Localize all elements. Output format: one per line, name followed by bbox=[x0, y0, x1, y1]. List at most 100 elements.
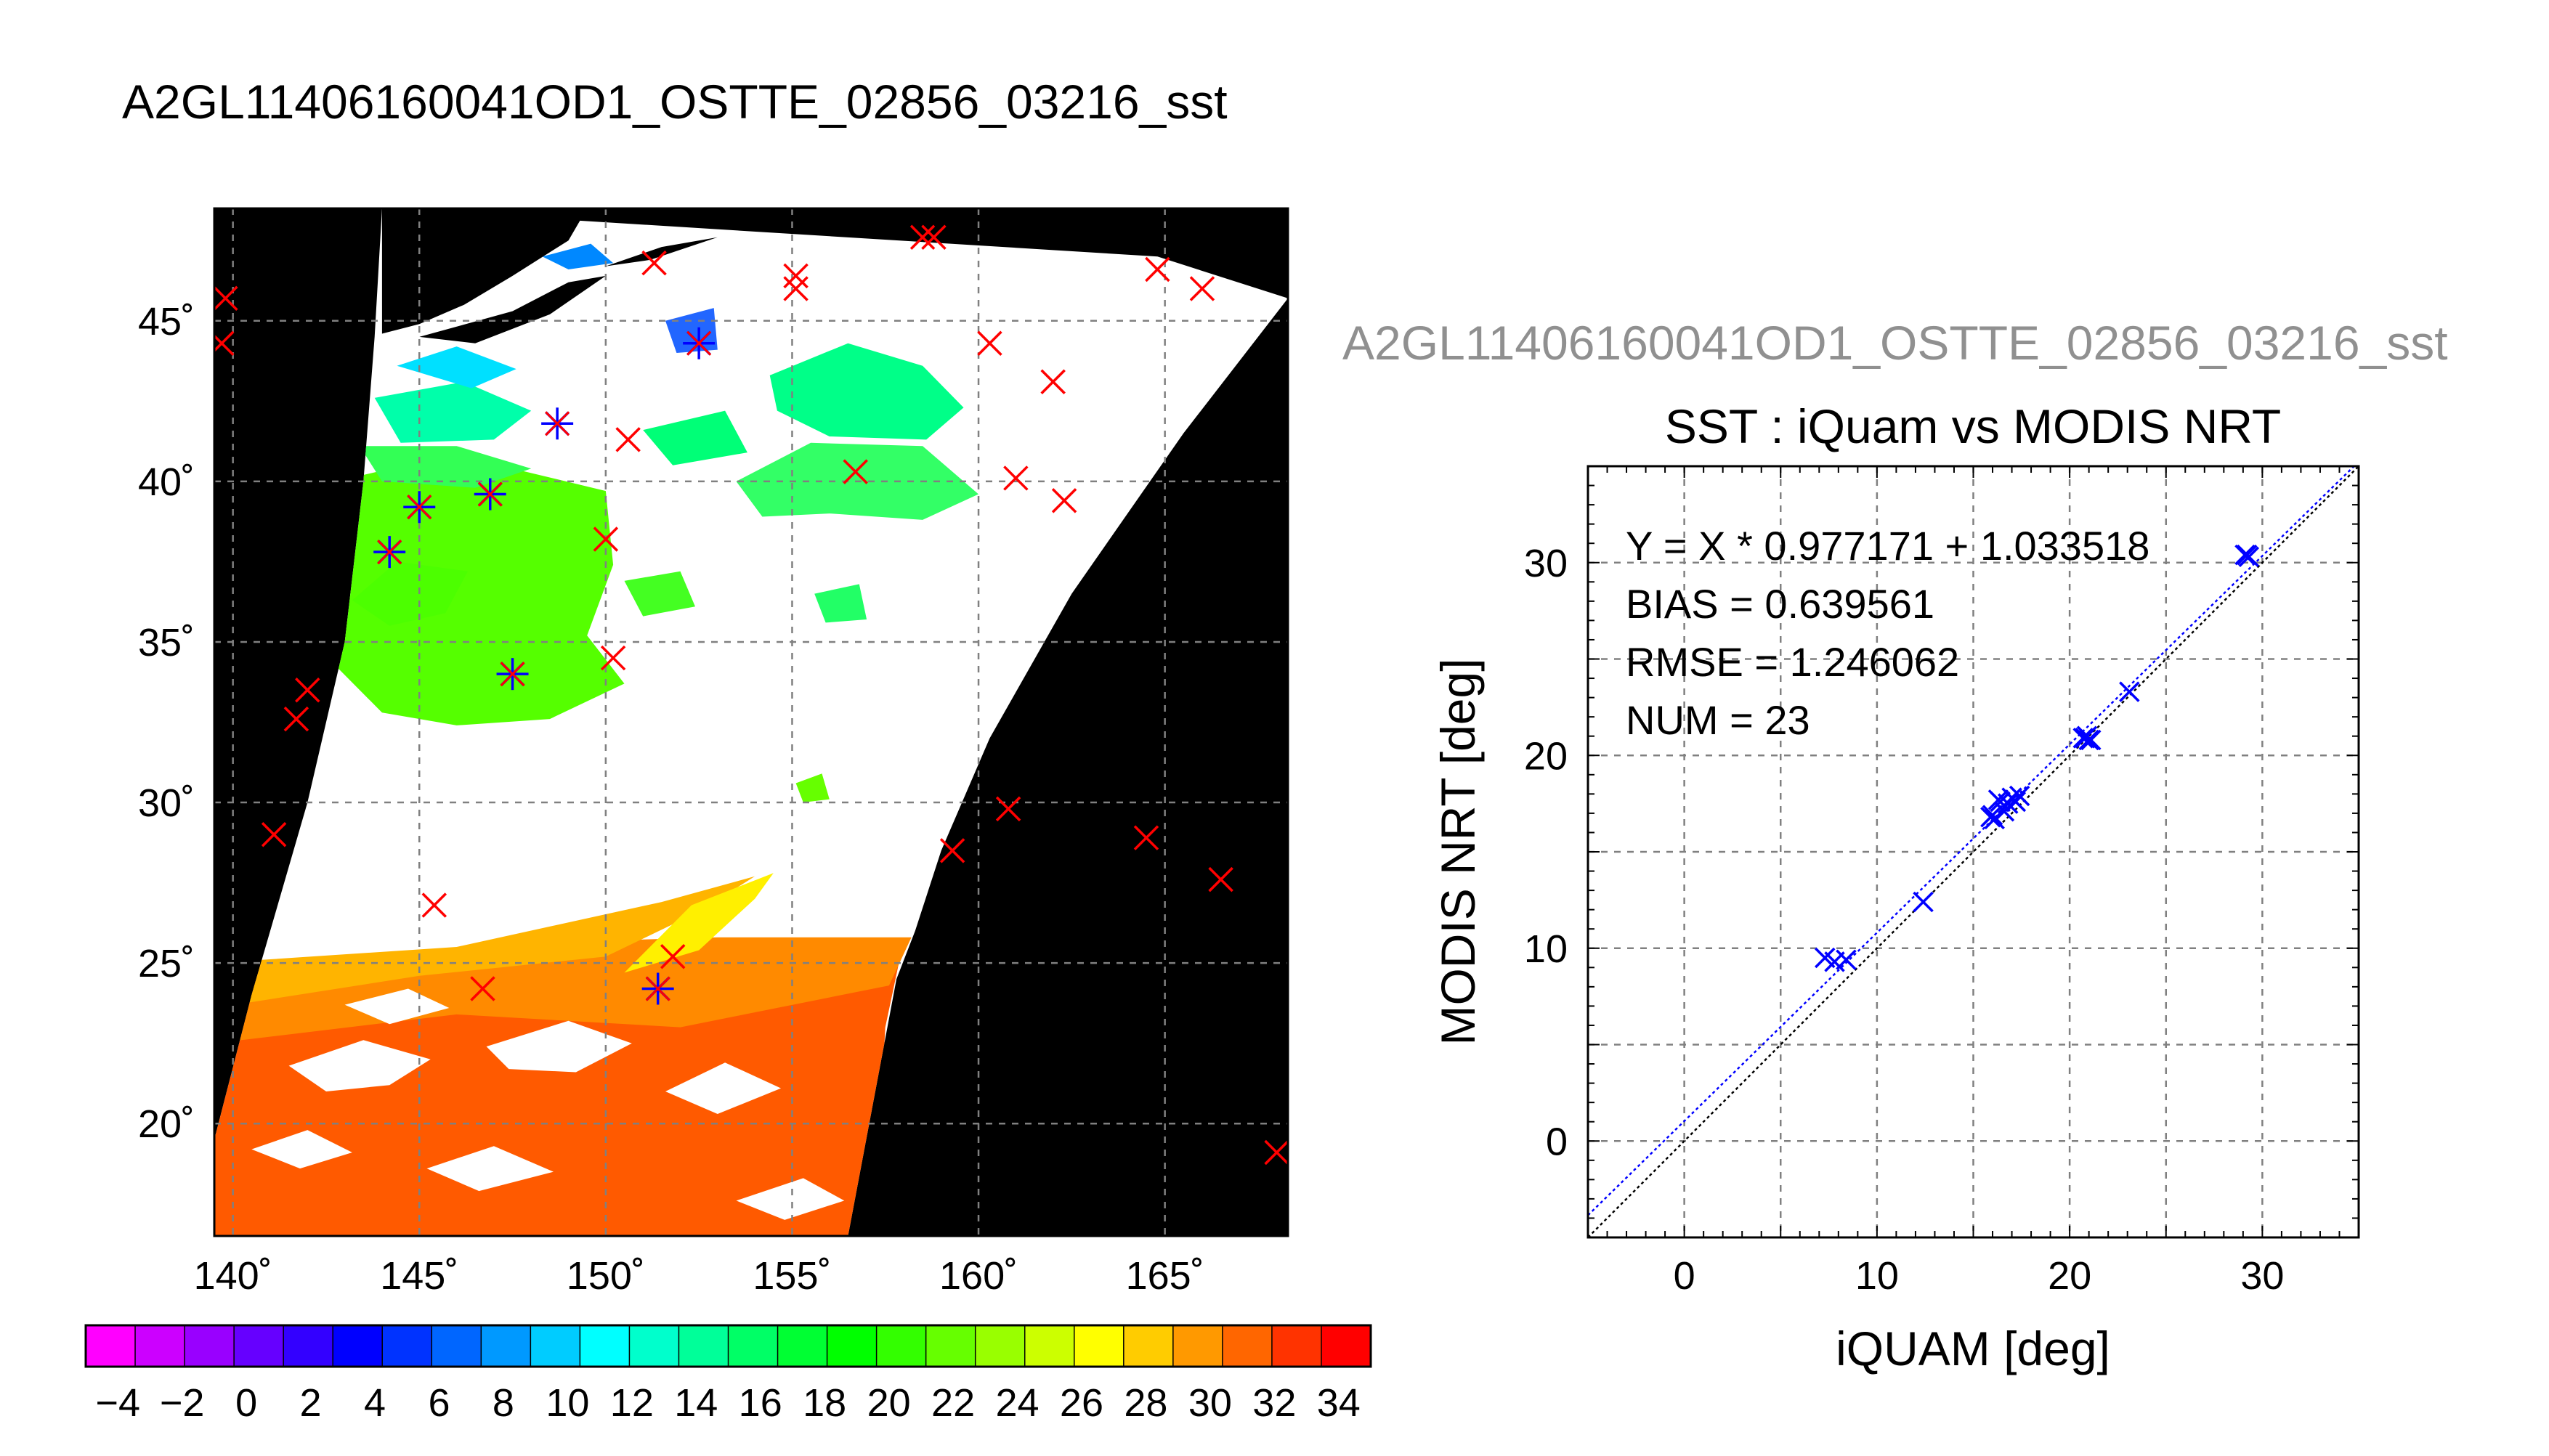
colorbar-tick-label: 34 bbox=[1317, 1381, 1361, 1425]
matchup-marker-stroke-b bbox=[660, 944, 686, 969]
matchup-marker-stroke-b bbox=[593, 526, 619, 552]
colorbar-tick-label: 24 bbox=[995, 1381, 1039, 1425]
sst-region-11 bbox=[374, 381, 532, 443]
colorbar-cell bbox=[975, 1325, 1026, 1367]
scatter-y-tick-label: 20 bbox=[1524, 734, 1568, 778]
matchup-marker bbox=[295, 678, 320, 703]
map-title: A2GL11406160041OD1_OSTTE_02856_03216_sst bbox=[122, 75, 1228, 129]
scatter-x-axis-label: iQUAM [deg] bbox=[1836, 1322, 2110, 1375]
colorbar-tick-label: 30 bbox=[1188, 1381, 1232, 1425]
longitude-tick-label: 165˚ bbox=[1126, 1254, 1204, 1298]
colorbar-cell bbox=[678, 1325, 729, 1367]
scatter-point-stroke-b bbox=[1982, 805, 2003, 826]
scatter-y-tick-labels: 0 10 20 30 bbox=[1524, 542, 1568, 1164]
colorbar-cell bbox=[135, 1325, 185, 1367]
cloud-patch-1 bbox=[288, 1040, 431, 1091]
matchup-marker-stroke-b bbox=[615, 427, 641, 452]
matchup-marker bbox=[615, 427, 641, 452]
scatter-point-stroke-b bbox=[2119, 681, 2140, 702]
colorbar-cell bbox=[1024, 1325, 1075, 1367]
scatter-point bbox=[1987, 789, 2009, 810]
colorbar-tick-label: 20 bbox=[867, 1381, 911, 1425]
colorbar-tick-label: 32 bbox=[1252, 1381, 1296, 1425]
scatter-point bbox=[1836, 949, 1857, 970]
colorbar-cell bbox=[382, 1325, 432, 1367]
scatter-point bbox=[1984, 808, 2005, 830]
sst-region-12 bbox=[397, 346, 516, 389]
matchup-marker-stroke-b bbox=[995, 796, 1021, 822]
colorbar-tick-label: 26 bbox=[1060, 1381, 1103, 1425]
matchup-marker-stroke-b bbox=[1208, 866, 1233, 892]
used-matchup-marker bbox=[403, 491, 436, 524]
colorbar-cell bbox=[234, 1325, 284, 1367]
scatter-stat-line: Y = X * 0.977171 + 1.033518 bbox=[1626, 523, 2149, 569]
sst-region-3 bbox=[214, 876, 755, 1008]
scatter-point bbox=[2009, 785, 2030, 807]
scatter-point-stroke-b bbox=[2005, 791, 2027, 813]
scatter-point bbox=[2078, 729, 2099, 751]
latitude-tick-label: 30˚ bbox=[138, 781, 195, 825]
matchup-marker-stroke-b bbox=[783, 263, 809, 289]
colorbar-cell bbox=[580, 1325, 631, 1367]
longitude-tick-labels: 140˚ 145˚ 150˚ 155˚ 160˚ 165˚ bbox=[194, 1254, 1204, 1298]
used-matchup-marker bbox=[683, 327, 716, 359]
matchup-marker bbox=[1051, 488, 1077, 513]
sst-region-13 bbox=[542, 243, 614, 269]
sst-region-7 bbox=[352, 561, 468, 626]
scatter-point-stroke-b bbox=[1984, 808, 2005, 830]
colorbar-cell bbox=[431, 1325, 482, 1367]
matchup-marker bbox=[939, 838, 965, 863]
scatter-point-stroke-b bbox=[2236, 544, 2258, 566]
longitude-tick-label: 140˚ bbox=[194, 1254, 272, 1298]
land-mass-4 bbox=[739, 221, 763, 231]
colorbar-tick-label: 6 bbox=[428, 1381, 450, 1425]
matchup-marker bbox=[600, 645, 626, 671]
sst-region-18 bbox=[795, 773, 830, 802]
matchup-marker bbox=[470, 976, 495, 1001]
longitude-tick-label: 155˚ bbox=[753, 1254, 831, 1298]
matchup-marker bbox=[1208, 866, 1233, 892]
matchup-marker-stroke-b bbox=[421, 892, 447, 918]
matchup-marker-stroke-b bbox=[1051, 488, 1077, 513]
sst-color-field bbox=[214, 243, 978, 1236]
used-matchup-marker bbox=[474, 478, 506, 511]
matchup-marker-stroke-b bbox=[1003, 465, 1029, 491]
matchup-marker bbox=[261, 822, 287, 847]
scatter-stat-line: NUM = 23 bbox=[1626, 697, 1810, 743]
cloud-patch-2 bbox=[486, 1020, 632, 1073]
matchup-marker bbox=[283, 706, 309, 732]
scatter-y-tick-label: 30 bbox=[1524, 542, 1568, 585]
colorbar-tick-label: 4 bbox=[364, 1381, 386, 1425]
scatter-x-tick-label: 30 bbox=[2240, 1254, 2284, 1298]
scatter-point-stroke-b bbox=[2234, 544, 2256, 566]
matchup-marker-stroke-b bbox=[843, 459, 868, 484]
used-marker-red-b bbox=[377, 540, 402, 565]
latitude-tick-label: 45˚ bbox=[138, 300, 195, 343]
land-mass-2 bbox=[419, 275, 606, 343]
colorbar-cell bbox=[629, 1325, 680, 1367]
matchup-marker bbox=[214, 285, 238, 312]
latitude-tick-label: 40˚ bbox=[138, 460, 195, 504]
colorbar-cell bbox=[1172, 1325, 1223, 1367]
colorbar-tick-label: 2 bbox=[300, 1381, 322, 1425]
matchup-marker bbox=[660, 944, 686, 969]
colorbar-cell bbox=[925, 1325, 976, 1367]
scatter-x-tick-labels: 0 10 20 30 bbox=[1674, 1254, 2285, 1298]
matchup-marker-stroke-b bbox=[283, 706, 309, 732]
matchup-marker-stroke-b bbox=[921, 224, 947, 251]
colorbar-cell bbox=[185, 1325, 235, 1367]
matchup-marker bbox=[995, 796, 1021, 822]
colorbar-tick-label: 10 bbox=[546, 1381, 589, 1425]
matchup-marker bbox=[421, 892, 447, 918]
cloud-patch-7 bbox=[344, 988, 450, 1025]
colorbar-cell bbox=[876, 1325, 927, 1367]
scatter-reference-lines bbox=[1588, 466, 2359, 1237]
matchup-marker bbox=[641, 250, 667, 276]
longitude-tick-label: 145˚ bbox=[380, 1254, 458, 1298]
matchup-marker bbox=[214, 330, 235, 356]
scatter-file-title: A2GL11406160041OD1_OSTTE_02856_03216_sst bbox=[1342, 316, 2448, 370]
sst-region-8 bbox=[360, 446, 532, 488]
scatter-point-stroke-b bbox=[2072, 728, 2094, 749]
colorbar-cell bbox=[283, 1325, 333, 1367]
cloud-patch-4 bbox=[251, 1130, 352, 1169]
